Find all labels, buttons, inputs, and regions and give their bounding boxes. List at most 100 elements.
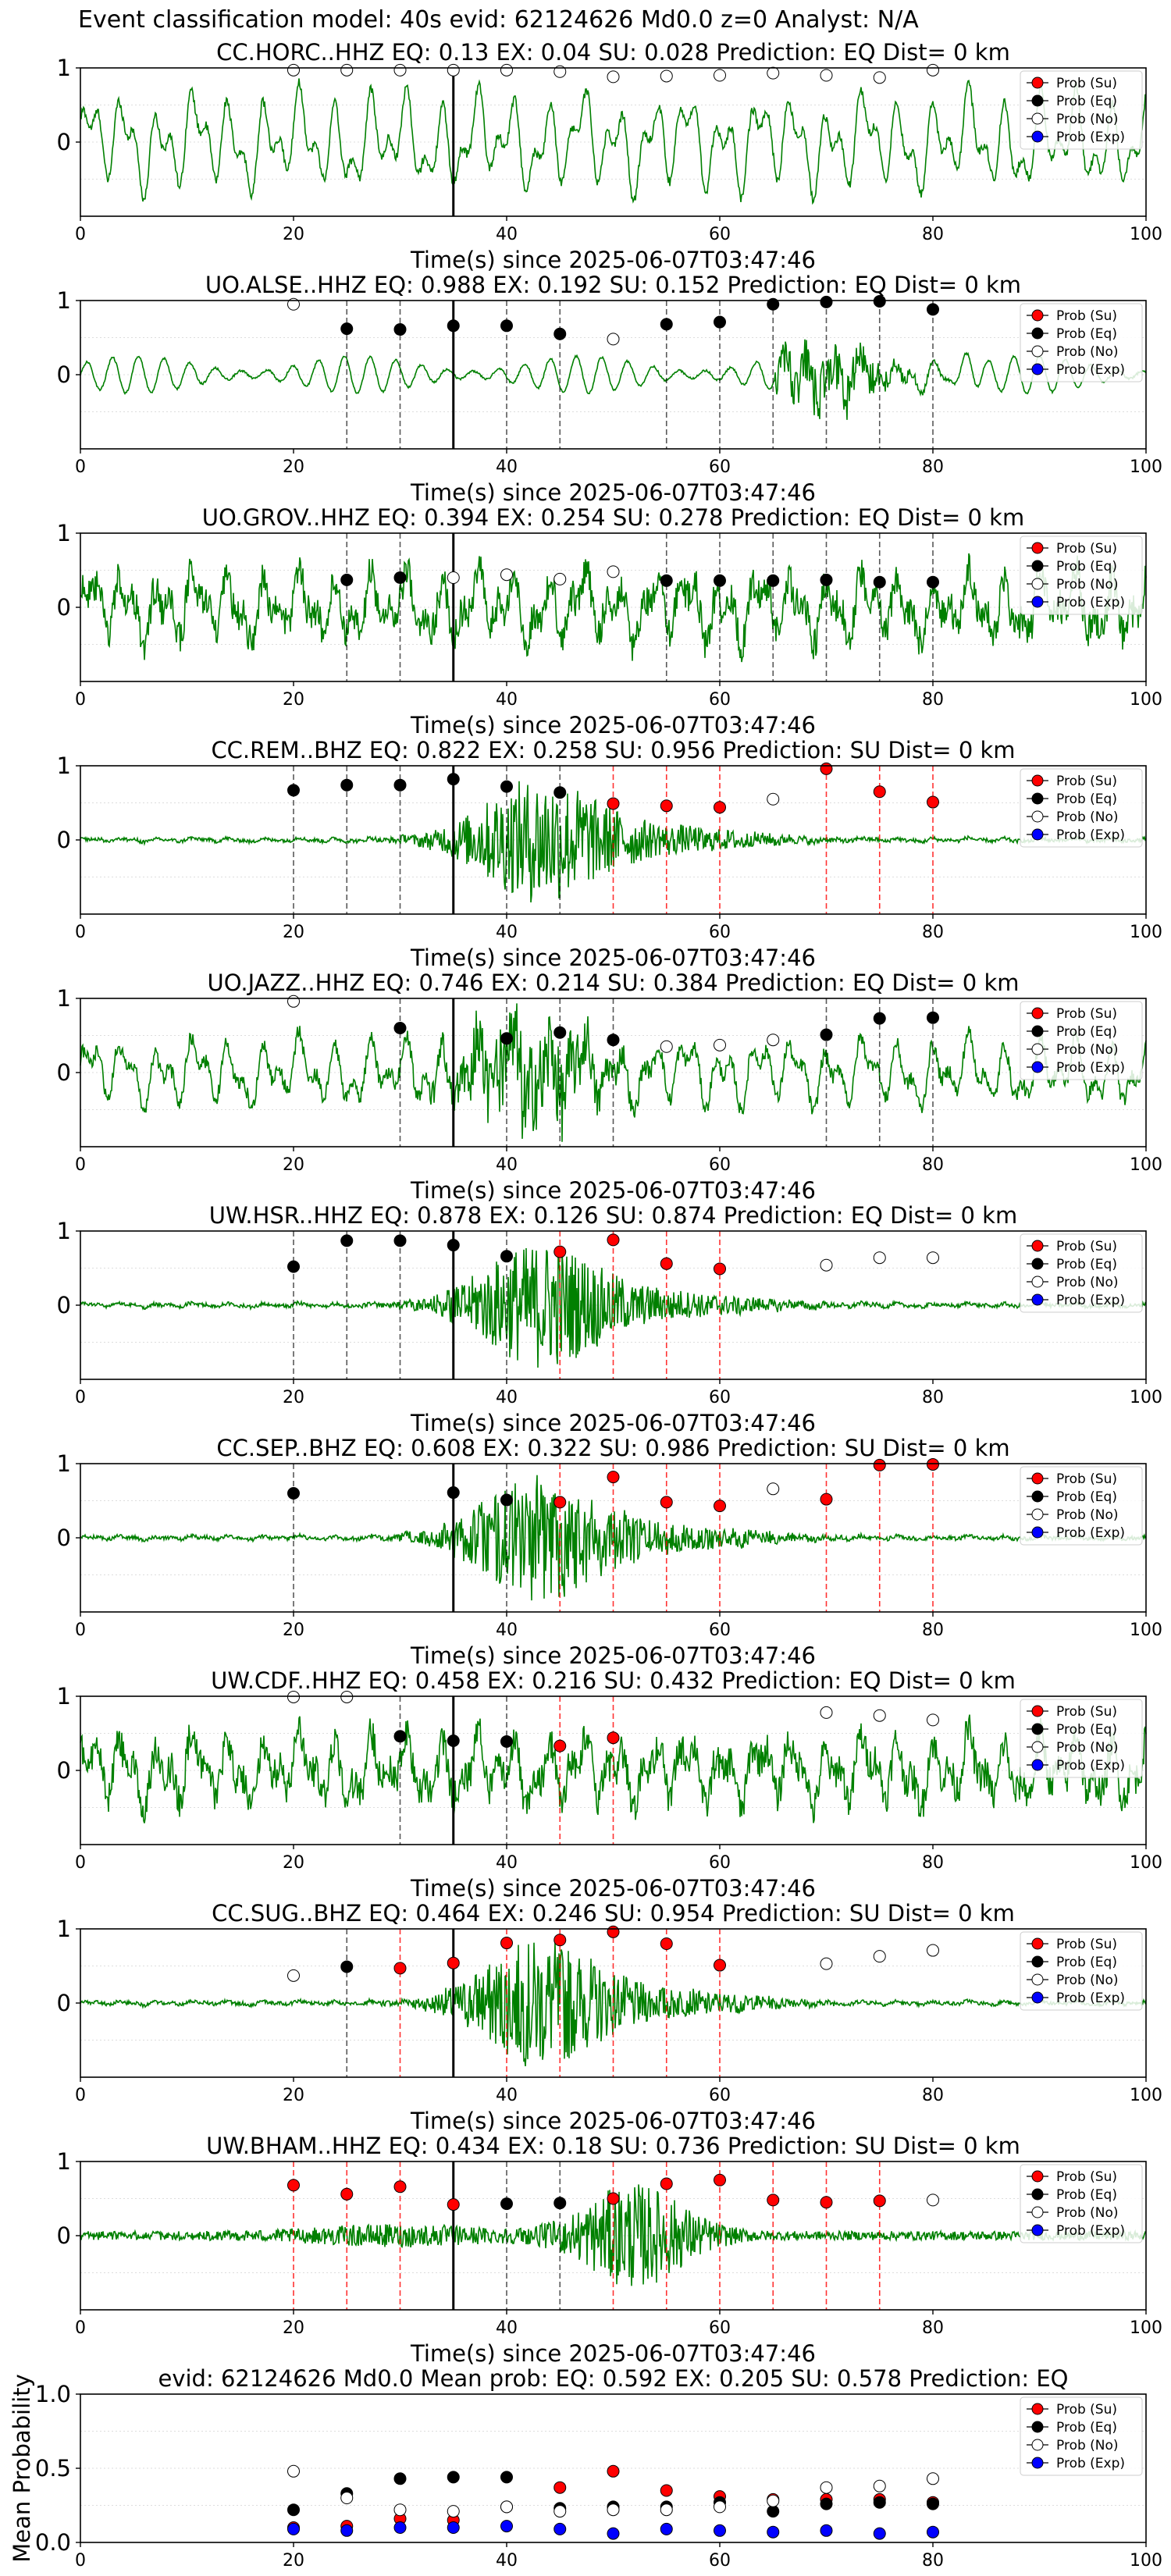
- prob-marker: [500, 568, 513, 582]
- prob-marker: [660, 2484, 673, 2497]
- x-tick-label: 80: [922, 2086, 944, 2105]
- prob-marker: [340, 778, 354, 792]
- legend-label: Prob (Exp): [1056, 1991, 1125, 2006]
- x-tick-label: 40: [496, 2551, 518, 2571]
- legend-marker: [1031, 2457, 1044, 2469]
- x-axis-label: Time(s) since 2025-06-07T03:47:46: [410, 1875, 816, 1902]
- legend-marker: [1031, 94, 1044, 107]
- prob-marker: [340, 1690, 354, 1703]
- prob-marker: [767, 2494, 780, 2507]
- prob-marker: [927, 2472, 939, 2485]
- prob-marker: [873, 2194, 886, 2208]
- prob-marker: [607, 2527, 620, 2540]
- x-axis-label: Time(s) since 2025-06-07T03:47:46: [410, 1177, 816, 1204]
- legend-label: Prob (Su): [1056, 774, 1117, 789]
- figure-suptitle: Event classification model: 40s evid: 62…: [78, 6, 919, 34]
- x-tick-label: 40: [496, 923, 518, 942]
- prob-marker: [767, 66, 780, 80]
- waveform-trace: [80, 1003, 1147, 1142]
- legend-marker: [1031, 1061, 1044, 1073]
- legend-label: Prob (No): [1056, 2438, 1119, 2453]
- prob-marker: [820, 573, 833, 586]
- legend-marker: [1031, 1937, 1044, 1950]
- legend-label: Prob (Su): [1056, 308, 1117, 324]
- x-tick-label: 20: [283, 457, 304, 477]
- prob-marker: [500, 1735, 513, 1748]
- legend-frame: [1020, 1931, 1143, 2011]
- x-tick-label: 80: [922, 1853, 944, 1873]
- panel-2: UO.ALSE..HHZ EQ: 0.988 EX: 0.192 SU: 0.1…: [57, 272, 1162, 506]
- prob-marker: [287, 1260, 300, 1273]
- prob-marker: [553, 1496, 567, 1509]
- prob-marker: [660, 799, 673, 813]
- legend-frame: [1020, 2396, 1143, 2476]
- prob-marker: [393, 2521, 407, 2534]
- legend: Prob (Su) Prob (Eq) Prob (No) Prob (Exp): [1020, 1931, 1143, 2011]
- legend-label: Prob (Su): [1056, 1704, 1117, 1720]
- legend-marker: [1031, 363, 1044, 375]
- x-tick-label: 100: [1130, 690, 1162, 710]
- legend-label: Prob (Su): [1056, 1006, 1117, 1022]
- x-tick-label: 0: [75, 457, 86, 477]
- legend-marker: [1031, 792, 1044, 805]
- prob-marker: [873, 294, 886, 308]
- prob-marker: [607, 1925, 620, 1938]
- legend-label: Prob (Su): [1056, 1471, 1117, 1487]
- legend-marker: [1031, 2224, 1044, 2236]
- x-tick-label: 20: [283, 2086, 304, 2105]
- y-tick-label: 0: [57, 129, 71, 155]
- legend-frame: [1020, 1699, 1143, 1778]
- x-tick-label: 20: [283, 1853, 304, 1873]
- panel-9: CC.SUG..BHZ EQ: 0.464 EX: 0.246 SU: 0.95…: [57, 1900, 1162, 2134]
- prob-marker: [340, 573, 354, 586]
- x-tick-label: 60: [709, 1621, 731, 1640]
- legend-frame: [1020, 2164, 1143, 2243]
- y-tick-label: 1: [57, 520, 71, 546]
- prob-marker: [393, 778, 407, 792]
- prob-marker: [767, 2525, 780, 2539]
- legend-marker: [1031, 1007, 1044, 1019]
- prob-marker: [660, 1937, 673, 1950]
- prob-marker: [873, 1950, 886, 1963]
- legend-label: Prob (No): [1056, 809, 1119, 825]
- legend-marker: [1031, 345, 1044, 358]
- legend-label: Prob (No): [1056, 1740, 1119, 1756]
- legend: Prob (Su) Prob (Eq) Prob (No) Prob (Exp): [1020, 1001, 1143, 1080]
- prob-marker: [287, 784, 300, 797]
- legend-marker: [1031, 2421, 1044, 2433]
- panel-title: UO.ALSE..HHZ EQ: 0.988 EX: 0.192 SU: 0.1…: [205, 272, 1021, 298]
- prob-marker: [873, 1709, 886, 1722]
- legend-marker: [1031, 828, 1044, 841]
- prob-marker: [553, 786, 567, 799]
- legend-label: Prob (No): [1056, 1275, 1119, 1290]
- prob-marker: [873, 2496, 886, 2509]
- prob-marker: [447, 319, 460, 333]
- x-tick-label: 100: [1130, 225, 1162, 244]
- prob-marker: [820, 295, 833, 308]
- prob-marker: [393, 1022, 407, 1034]
- prob-marker: [340, 322, 354, 336]
- legend-label: Prob (Su): [1056, 1239, 1117, 1254]
- x-tick-label: 100: [1130, 2318, 1162, 2338]
- prob-marker: [660, 1040, 673, 1053]
- prob-marker: [607, 1471, 620, 1484]
- x-tick-label: 60: [709, 2551, 731, 2571]
- prob-marker: [553, 2505, 567, 2518]
- legend-marker: [1031, 327, 1044, 340]
- prob-marker: [500, 780, 513, 793]
- prob-marker: [660, 318, 673, 331]
- prob-marker: [553, 1026, 567, 1039]
- x-tick-label: 60: [709, 1853, 731, 1873]
- legend-marker: [1031, 1293, 1044, 1306]
- prob-marker: [393, 571, 407, 584]
- x-tick-label: 60: [709, 2318, 731, 2338]
- prob-marker: [660, 2522, 673, 2535]
- legend-label: Prob (No): [1056, 1042, 1119, 1058]
- legend-marker: [1031, 1759, 1044, 1771]
- x-tick-label: 80: [922, 923, 944, 942]
- legend-marker: [1031, 1955, 1044, 1968]
- panel-11: evid: 62124626 Md0.0 Mean prob: EQ: 0.59…: [9, 2365, 1162, 2571]
- panel-title: UW.CDF..HHZ EQ: 0.458 EX: 0.216 SU: 0.43…: [211, 1667, 1016, 1694]
- x-tick-label: 80: [922, 690, 944, 710]
- legend-label: Prob (Su): [1056, 2169, 1117, 2185]
